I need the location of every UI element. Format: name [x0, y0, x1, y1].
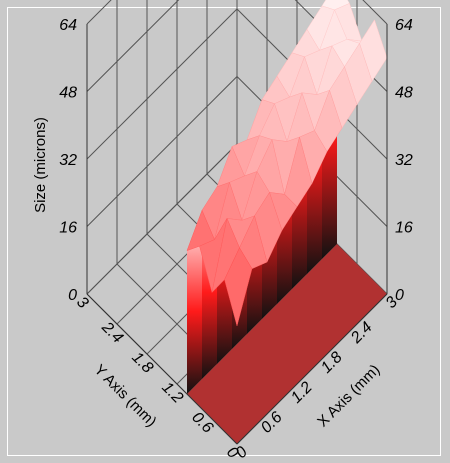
floor-grid-y [86, 143, 238, 295]
y-tick-label: 2.4 [98, 318, 127, 347]
z-tick-label-left: 48 [59, 85, 77, 102]
y-axis-title: Y Axis (mm) [91, 361, 160, 430]
cliff-face [187, 210, 202, 394]
x-tick-label: 0 [233, 444, 251, 462]
z-tick-label-right: 64 [395, 17, 413, 34]
z-tick-label-left: 64 [59, 17, 77, 34]
floor-surface [187, 244, 387, 444]
frame-edge [86, 293, 238, 445]
surface-cell [224, 247, 253, 327]
z-tick-label-left: 32 [59, 152, 77, 169]
y-tick-label: 1.2 [158, 379, 186, 407]
z-tick-label-right: 16 [395, 220, 413, 237]
surface-layer [186, 0, 388, 444]
z-tick-label-left: 16 [59, 220, 77, 237]
frame-edge [236, 293, 388, 445]
y-tick-label: 1.8 [128, 349, 156, 377]
z-tick-label-right: 48 [395, 85, 413, 102]
z-tick-label-right: 32 [395, 152, 413, 169]
z-tick-label-right: 0 [395, 287, 404, 304]
z-axis-title: Size (microns) [32, 117, 49, 213]
z-tick-label-left: 0 [68, 287, 77, 304]
frame-layer [86, 24, 388, 445]
chart-border [7, 7, 441, 456]
